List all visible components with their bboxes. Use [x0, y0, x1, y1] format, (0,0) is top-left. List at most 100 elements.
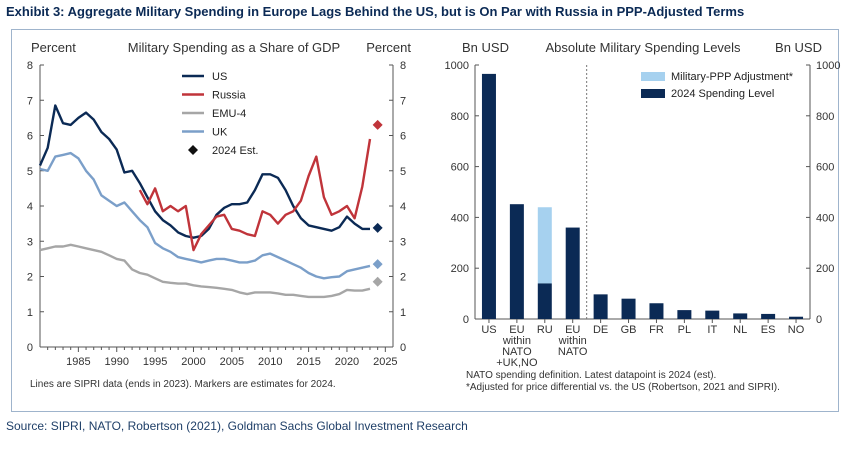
x-tick-label-line: EU — [509, 324, 524, 336]
y-tick-label: 6 — [400, 131, 406, 143]
estimate-marker-uk — [372, 259, 383, 270]
right-chart-note-2: *Adjusted for price differential vs. the… — [466, 382, 780, 393]
right-chart-note-1: NATO spending definition. Latest datapoi… — [466, 370, 716, 381]
bar-2024-spending — [593, 294, 608, 319]
y-tick-label: 600 — [451, 162, 469, 174]
y-tick-label: 4 — [27, 201, 33, 213]
left-ylabel-left: Percent — [31, 40, 76, 55]
bar-2024-spending — [621, 298, 636, 319]
y-tick-label: 600 — [816, 162, 834, 174]
left-ylabel-right: Percent — [366, 40, 411, 55]
x-tick-label: NL — [733, 324, 747, 336]
bar-2024-spending — [537, 283, 552, 319]
legend-estimate-icon — [188, 145, 198, 155]
x-tick-label-line: ES — [761, 324, 776, 336]
y-tick-label: 800 — [451, 111, 469, 123]
x-tick-label: NO — [788, 324, 805, 336]
y-tick-label: 8 — [400, 60, 406, 72]
y-tick-label: 7 — [400, 95, 406, 107]
x-tick-label: 2020 — [335, 356, 359, 368]
y-tick-label: 200 — [451, 263, 469, 275]
x-tick-label: PL — [678, 324, 691, 336]
estimate-marker-emu-4 — [372, 276, 383, 287]
y-tick-label: 0 — [816, 314, 822, 326]
series-line-uk — [39, 151, 371, 280]
legend-label: Military-PPP Adjustment* — [671, 71, 794, 83]
series-line-emu-4 — [39, 243, 371, 299]
bar-2024-spending — [789, 316, 804, 319]
bar-2024-spending — [677, 310, 692, 319]
left-chart-note: Lines are SIPRI data (ends in 2023). Mar… — [30, 379, 336, 390]
y-tick-label: 7 — [27, 95, 33, 107]
legend-label: US — [212, 71, 227, 83]
left-chart-title: Military Spending as a Share of GDP — [128, 40, 340, 55]
y-tick-label: 3 — [27, 236, 33, 248]
y-tick-label: 3 — [400, 236, 406, 248]
bar-2024-spending — [649, 303, 664, 319]
x-tick-label: 2000 — [181, 356, 205, 368]
y-tick-label: 8 — [27, 60, 33, 72]
x-tick-label: IT — [707, 324, 717, 336]
x-tick-label: FR — [649, 324, 664, 336]
y-tick-label: 2 — [400, 272, 406, 284]
x-tick-label: RU — [537, 324, 553, 336]
x-tick-label: 2025 — [373, 356, 397, 368]
x-tick-label: 1985 — [66, 356, 90, 368]
y-tick-label: 200 — [816, 263, 834, 275]
x-tick-label-line: EU — [565, 324, 580, 336]
legend-label: UK — [212, 127, 228, 139]
x-tick-label: 2015 — [296, 356, 320, 368]
y-tick-label: 5 — [400, 166, 406, 178]
bar-2024-spending — [761, 313, 776, 319]
estimate-marker-russia — [372, 119, 383, 130]
estimate-marker-us — [372, 222, 383, 233]
x-tick-label-line: DE — [593, 324, 608, 336]
x-tick-label: GB — [621, 324, 637, 336]
x-tick-label: 2005 — [220, 356, 244, 368]
y-tick-label: 0 — [400, 342, 406, 354]
legend-swatch — [641, 72, 665, 81]
bar-2024-spending — [481, 73, 496, 319]
y-tick-label: 1 — [27, 307, 33, 319]
x-tick-label-line: within — [558, 335, 587, 347]
y-tick-label: 5 — [27, 166, 33, 178]
x-tick-label: 1995 — [143, 356, 167, 368]
right-chart-title: Absolute Military Spending Levels — [545, 40, 741, 55]
legend-label: Russia — [212, 90, 247, 102]
x-tick-label-line: IT — [707, 324, 717, 336]
x-tick-label: US — [481, 324, 496, 336]
bar-ppp-adjustment — [537, 207, 552, 284]
exhibit-title: Exhibit 3: Aggregate Military Spending i… — [6, 4, 745, 19]
x-tick-label-line: FR — [649, 324, 664, 336]
x-tick-label-line: NATO — [502, 346, 532, 358]
left-line-chart: 0 0 1 1 2 2 3 3 4 4 5 5 6 6 7 7 8 8 1985 1990 1995 2000 2005 20… — [27, 60, 406, 368]
x-tick-label-line: NATO — [558, 346, 588, 358]
x-tick-label-line: within — [502, 335, 531, 347]
x-tick-label-line: US — [481, 324, 496, 336]
x-tick-label: ES — [761, 324, 776, 336]
y-tick-label: 1000 — [816, 60, 840, 72]
bar-2024-spending — [733, 313, 748, 319]
x-tick-label: EU within NATO +UK,NO — [496, 324, 538, 369]
x-tick-label: 2010 — [258, 356, 282, 368]
source-note: Source: SIPRI, NATO, Robertson (2021), G… — [6, 419, 468, 433]
x-tick-label: 1990 — [104, 356, 128, 368]
y-tick-label: 1 — [400, 307, 406, 319]
right-ylabel-left: Bn USD — [462, 40, 509, 55]
y-tick-label: 800 — [816, 111, 834, 123]
x-tick-label-line: PL — [678, 324, 691, 336]
y-tick-label: 6 — [27, 131, 33, 143]
y-tick-label: 2 — [27, 272, 33, 284]
legend-label: 2024 Spending Level — [671, 88, 774, 100]
bar-2024-spending — [565, 227, 580, 319]
x-tick-label-line: RU — [537, 324, 553, 336]
legend-swatch — [641, 89, 665, 98]
y-tick-label: 400 — [816, 212, 834, 224]
series-line-us — [38, 104, 370, 239]
y-tick-label: 400 — [451, 212, 469, 224]
legend-label: 2024 Est. — [212, 145, 258, 157]
legend-label: EMU-4 — [212, 108, 246, 120]
y-tick-label: 0 — [463, 314, 469, 326]
